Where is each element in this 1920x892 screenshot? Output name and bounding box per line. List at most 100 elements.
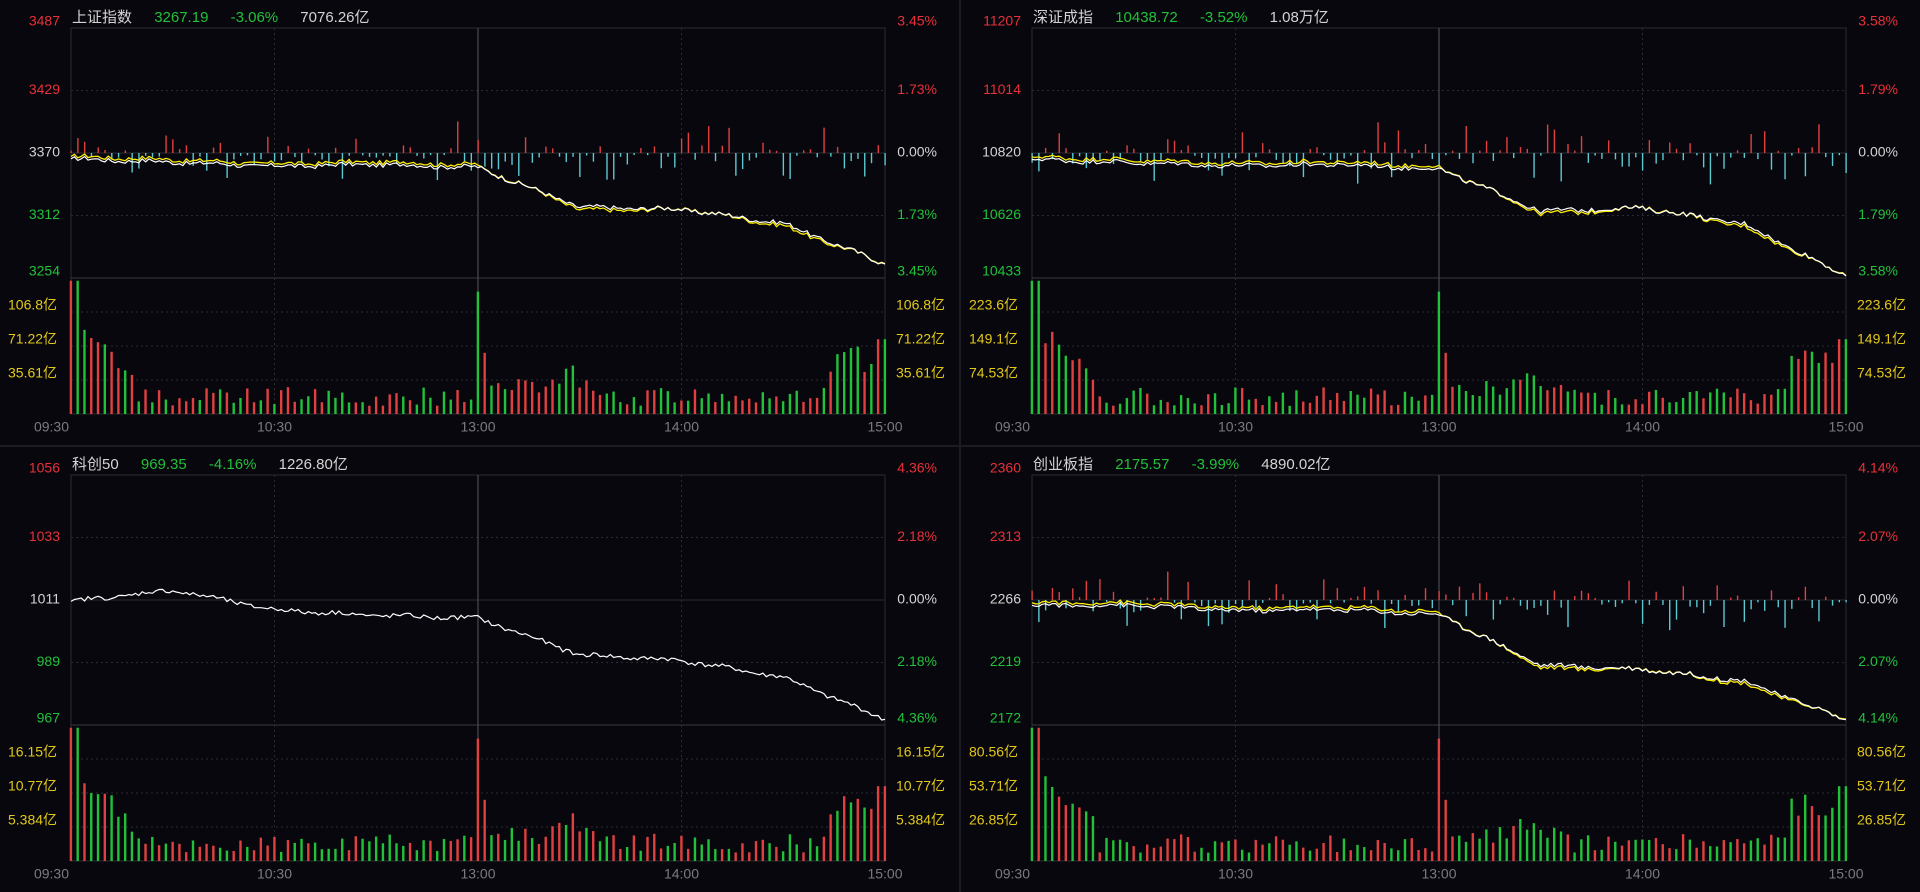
volume-bar [490,835,493,861]
volume-bar [1620,404,1624,414]
percent-axis-label: 2.07% [1858,528,1898,544]
volume-axis-label-left: 223.6亿 [969,297,1018,313]
breadth-bar [246,153,249,156]
intraday-chart[interactable]: 11207 11014 10820 10626 10433 3.58% 1.79% 0.00%… [961,0,1920,445]
breadth-bar [77,138,79,153]
index-panel-star50[interactable]: 1056 1033 1011 989 967 4.36% 2.18% 0.00% 2.18% 4.… [0,447,959,892]
breadth-bar [463,153,466,162]
volume-bar [693,837,697,861]
volume-bar [1776,837,1780,861]
volume-bar [76,280,79,414]
breadth-bar [1614,600,1617,607]
intraday-chart[interactable]: 1056 1033 1011 989 967 4.36% 2.18% 0.00% 2.18% 4.… [0,447,959,892]
volume-bar [761,839,764,861]
volume-bar [1729,842,1732,861]
intraday-chart[interactable]: 3487 3429 3370 3312 3254 3.45% 1.73% 0.00% 1.73%… [0,0,959,445]
volume-bar [673,842,676,861]
breadth-bar [1262,600,1264,603]
index-panel-chinext[interactable]: 2360 2313 2266 2219 2172 4.14% 2.07% 0.00% 2.07%… [961,447,1920,892]
volume-bar [1308,850,1312,861]
volume-bar [449,840,452,861]
breadth-bar [1228,153,1230,159]
breadth-bar [1085,580,1088,600]
volume-bar [632,835,636,861]
breadth-bar [1587,593,1590,600]
volume-bar [1817,815,1820,861]
volume-bar [1132,390,1135,414]
breadth-bar [667,153,669,157]
breadth-bar [1323,153,1325,156]
breadth-bar [762,142,764,153]
breadth-bar [782,153,785,176]
breadth-bar [803,150,805,153]
breadth-bar [1709,153,1712,185]
volume-bar [1695,847,1698,861]
volume-bar [307,843,310,861]
volume-bar [1288,844,1291,861]
index-panel-shanghai[interactable]: 3487 3429 3370 3312 3254 3.45% 1.73% 0.00% 1.73%… [0,0,959,445]
breadth-bar [857,153,859,159]
volume-bar [76,727,79,861]
percent-axis-label: 3.58% [1858,13,1898,29]
volume-bar [69,280,73,414]
volume-bar [164,399,168,414]
volume-bar [218,847,222,861]
volume-bar [497,833,500,861]
volume-bar [1749,840,1753,861]
volume-bar [625,847,629,861]
breadth-bar [1601,153,1603,159]
volume-bar [266,388,269,414]
volume-bar [741,400,744,414]
volume-bar [1234,839,1237,861]
volume-bar [619,402,622,414]
breadth-bar [694,153,696,160]
volume-bar [408,400,412,414]
percent-axis-label: 1.79% [1858,206,1898,222]
breadth-bar [355,138,357,153]
breadth-bar [1777,150,1779,153]
breadth-bar [1262,143,1264,153]
volume-bar [205,388,208,414]
breadth-bar [287,145,289,153]
volume-axis-label-left: 35.61亿 [8,365,57,381]
volume-bar [497,383,500,414]
breadth-bar [111,153,113,159]
breadth-bar [1702,600,1705,614]
breadth-bar [1106,150,1108,153]
index-name: 上证指数 [72,9,133,26]
breadth-bar [864,153,866,177]
index-panel-shenzhen[interactable]: 11207 11014 10820 10626 10433 3.58% 1.79% 0.00%… [961,0,1920,445]
time-axis-label: 09:30 [34,419,69,435]
breadth-bar [1838,153,1841,156]
breadth-bar [1282,153,1284,164]
volume-bar [775,846,778,861]
volume-bar [1831,362,1834,414]
price-axis-label: 2172 [990,710,1021,726]
breadth-bar [1533,600,1535,608]
breadth-bar [1845,153,1847,174]
volume-bar [863,371,866,414]
breadth-bar [1682,153,1684,161]
breadth-bar [1451,600,1454,606]
volume-bar [83,783,86,861]
breadth-bar [1411,600,1413,607]
breadth-bar [721,145,723,153]
intraday-chart[interactable]: 2360 2313 2266 2219 2172 4.14% 2.07% 0.00% 2.07%… [961,447,1920,892]
volume-bar [646,390,649,414]
volume-axis-label-left: 74.53亿 [969,365,1018,381]
volume-bar [510,828,514,861]
volume-bar [1532,823,1536,861]
volume-bar [1681,397,1685,414]
breadth-bar [1499,150,1501,153]
breadth-bar [1723,153,1725,169]
breadth-bar [1119,600,1121,609]
volume-bar [1179,395,1183,414]
volume-bar [870,808,873,861]
volume-bar [1654,389,1658,414]
volume-bar [1804,794,1807,861]
breadth-bar [708,126,710,153]
volume-bar [1804,350,1807,414]
volume-bar [442,391,446,414]
volume-bar [612,835,615,861]
volume-bar [1139,852,1142,861]
